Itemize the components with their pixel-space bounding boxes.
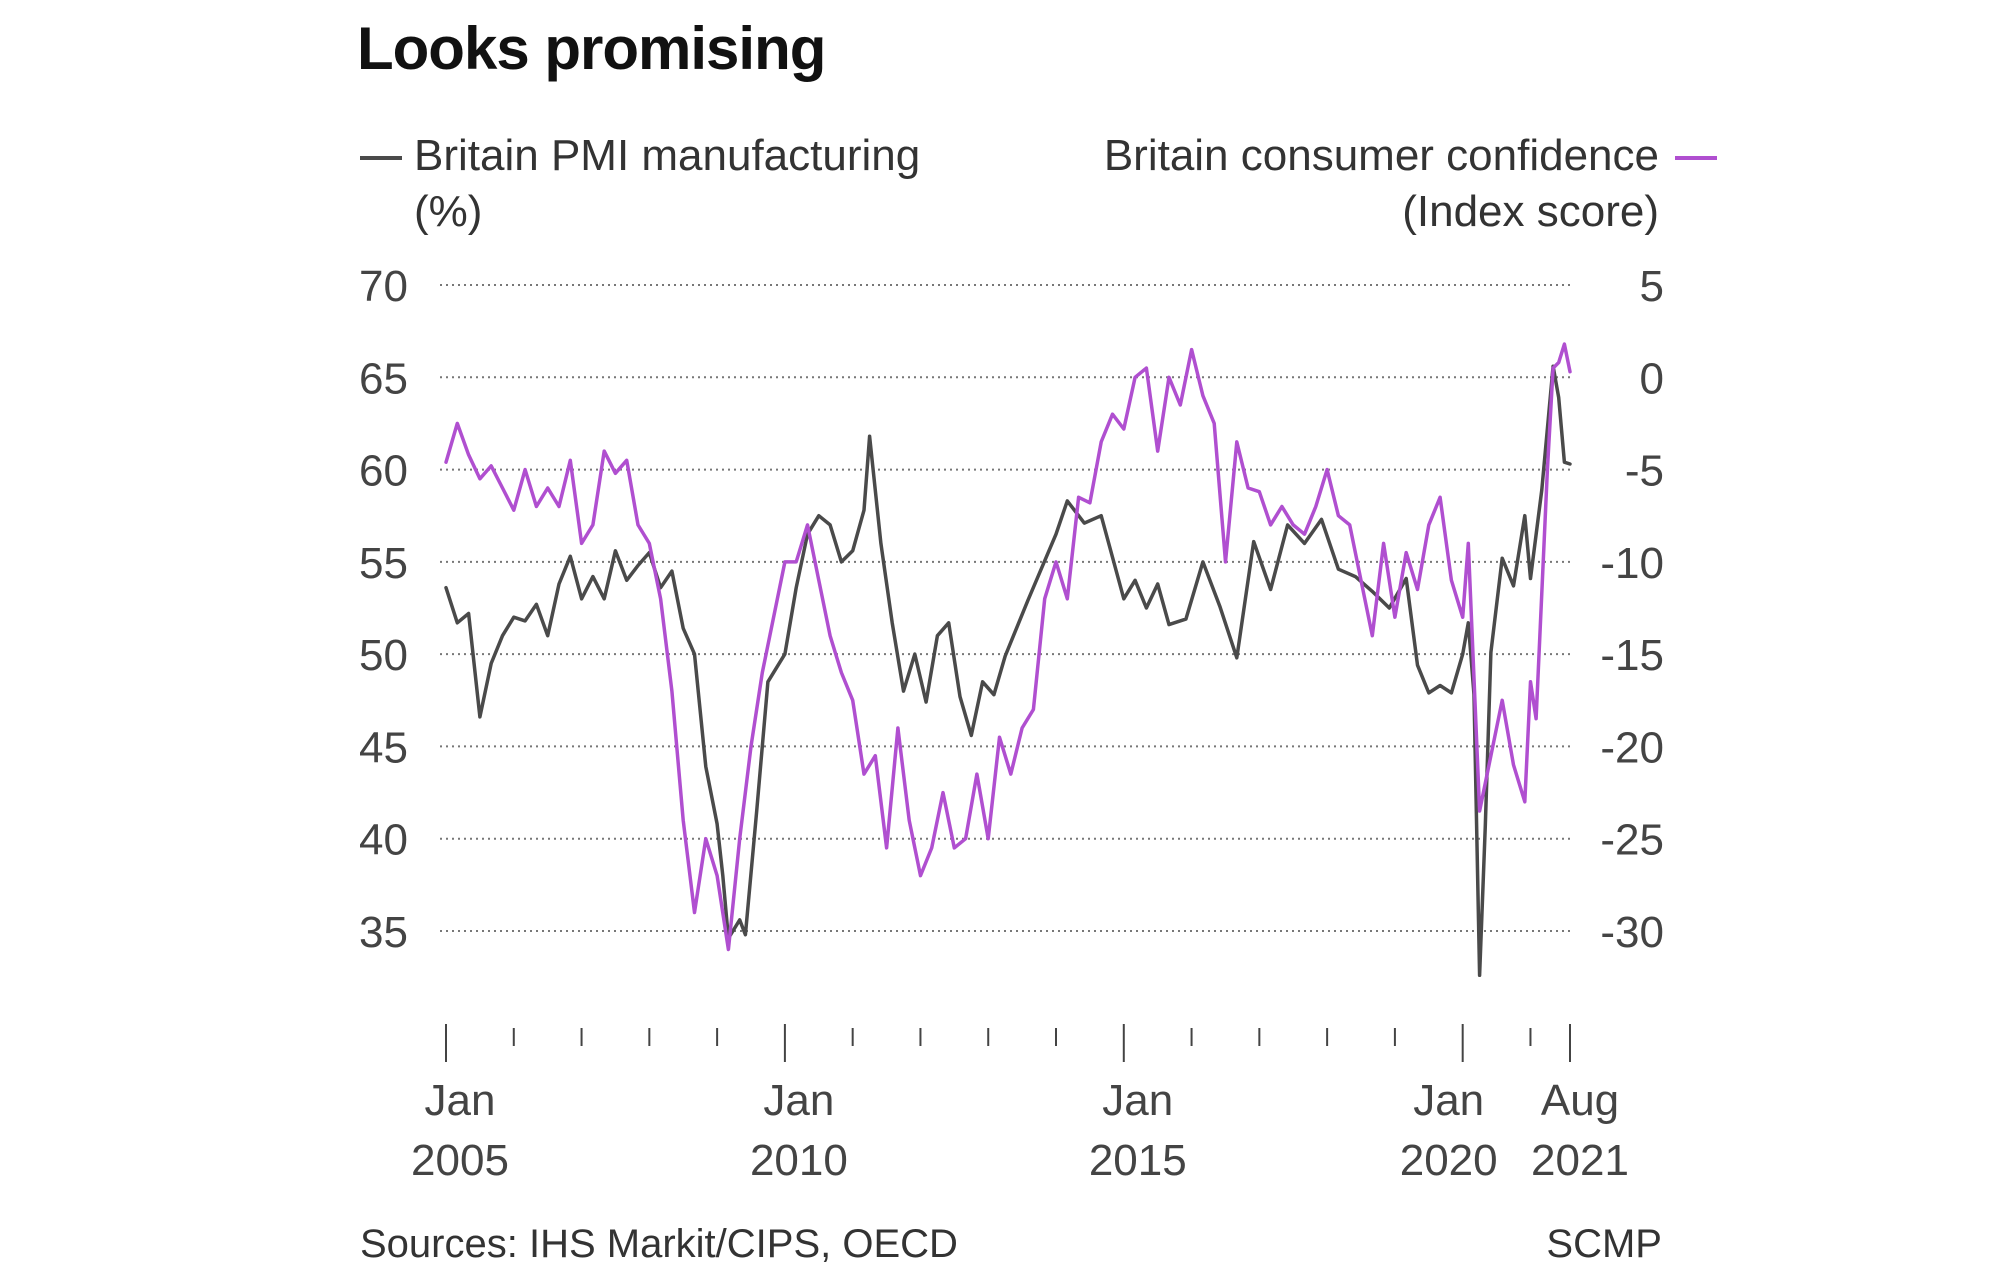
x-tick-label-year: 2020 [1400,1136,1498,1185]
x-tick-label-month: Jan [425,1076,496,1125]
legend-confidence: Britain consumer confidence (Index score… [1103,128,1717,240]
y-right-tick-label: -5 [1625,447,1664,496]
x-tick-label-year: 2021 [1531,1136,1629,1185]
x-tick-label-year: 2015 [1089,1136,1187,1185]
y-right-tick-label: -20 [1600,723,1664,772]
y-left-tick-label: 70 [359,262,408,311]
x-tick-label-month: Jan [1102,1076,1173,1125]
y-left-tick-label: 45 [359,723,408,772]
x-tick-label-year: 2005 [411,1136,509,1185]
legend-pmi-swatch [360,156,402,160]
x-tick-label-month: Jan [763,1076,834,1125]
legend-confidence-swatch [1675,156,1717,160]
x-tick-label-month: Jan [1413,1076,1484,1125]
y-left-tick-label: 35 [359,908,408,957]
y-left-tick-label: 55 [359,539,408,588]
legend-confidence-label: Britain consumer confidence [1103,131,1659,180]
pmi-manufacturing-line [444,364,1572,978]
chart-title: Looks promising [357,15,826,82]
y-left-tick-label: 65 [359,354,408,403]
y-right-tick-label: -10 [1600,539,1664,588]
sources-note: Sources: IHS Markit/CIPS, OECD [360,1222,958,1266]
y-left-tick-label: 40 [359,816,408,865]
y-right-tick-label: 0 [1640,354,1664,403]
credit-label: SCMP [1546,1222,1662,1266]
y-right-tick-label: 5 [1640,262,1664,311]
consumer-confidence-line [444,342,1572,952]
legend-pmi-unit: (%) [414,187,483,236]
y-left-tick-label: 50 [359,631,408,680]
y-left-tick-label: 60 [359,447,408,496]
legend-pmi: Britain PMI manufacturing (%) [360,128,920,240]
y-right-tick-label: -25 [1600,816,1664,865]
legend-pmi-label: Britain PMI manufacturing [414,131,921,180]
x-tick-label-month: Aug [1541,1076,1619,1125]
legend-confidence-unit: (Index score) [1402,187,1659,236]
x-tick-label-year: 2010 [750,1136,848,1185]
y-right-tick-label: -30 [1600,908,1664,957]
y-right-tick-label: -15 [1600,631,1664,680]
